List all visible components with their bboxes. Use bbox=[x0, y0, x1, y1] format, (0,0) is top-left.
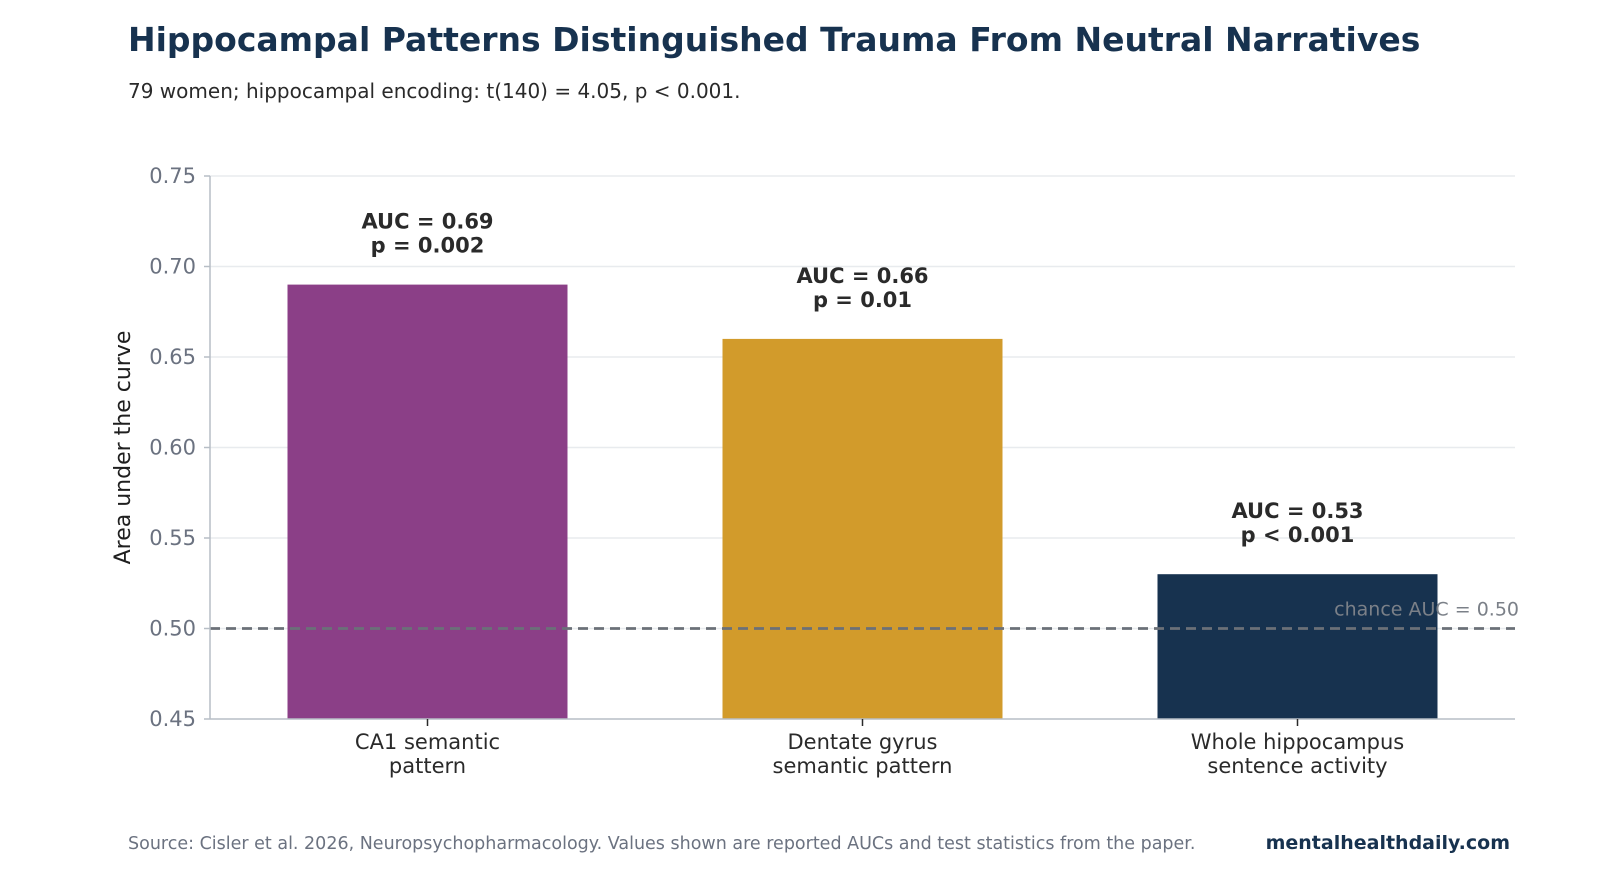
brand-link[interactable]: mentalhealthdaily.com bbox=[1265, 832, 1510, 854]
bar-value-label: p = 0.002 bbox=[371, 234, 485, 258]
x-tick-label: sentence activity bbox=[1207, 754, 1387, 778]
bar-value-label: p = 0.01 bbox=[813, 288, 912, 312]
chart-subtitle: 79 women; hippocampal encoding: t(140) =… bbox=[128, 79, 741, 103]
y-tick-label: 0.45 bbox=[149, 707, 196, 731]
source-note: Source: Cisler et al. 2026, Neuropsychop… bbox=[128, 834, 1196, 854]
chart-title: Hippocampal Patterns Distinguished Traum… bbox=[128, 20, 1421, 59]
y-tick-label: 0.60 bbox=[149, 436, 196, 460]
x-tick-label: semantic pattern bbox=[773, 754, 953, 778]
bar-value-label: AUC = 0.53 bbox=[1231, 499, 1363, 523]
bar bbox=[287, 284, 568, 719]
y-tick-label: 0.55 bbox=[149, 526, 196, 550]
x-tick-label: CA1 semantic bbox=[355, 730, 500, 754]
x-tick-label: pattern bbox=[389, 754, 466, 778]
x-tick-label: Dentate gyrus bbox=[788, 730, 938, 754]
bar-value-label: AUC = 0.69 bbox=[361, 210, 493, 234]
y-tick-label: 0.65 bbox=[149, 345, 196, 369]
bar bbox=[1157, 574, 1438, 719]
y-tick-label: 0.50 bbox=[149, 617, 196, 641]
y-tick-label: 0.70 bbox=[149, 255, 196, 279]
y-tick-label: 0.75 bbox=[149, 164, 196, 188]
bar-value-label: AUC = 0.66 bbox=[796, 264, 928, 288]
bar-value-label: p < 0.001 bbox=[1241, 523, 1355, 547]
chance-line-label: chance AUC = 0.50 bbox=[1334, 599, 1519, 621]
bar bbox=[722, 338, 1003, 719]
x-tick-label: Whole hippocampus bbox=[1191, 730, 1404, 754]
y-axis-label: Area under the curve bbox=[111, 331, 136, 565]
